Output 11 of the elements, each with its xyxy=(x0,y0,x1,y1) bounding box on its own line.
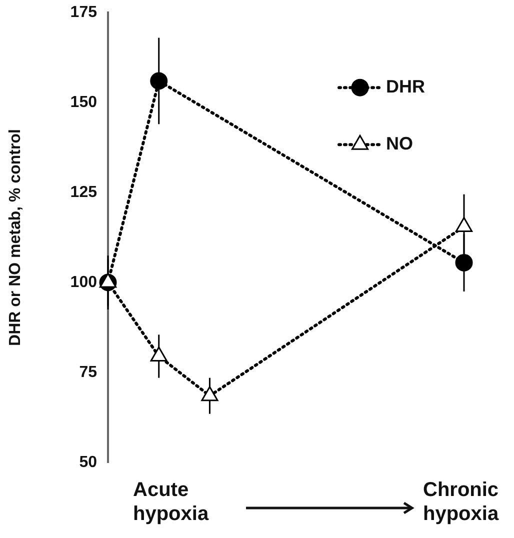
text: Acute hypoxia xyxy=(133,478,210,526)
legend-label: DHR xyxy=(386,76,425,97)
legend-label: NO xyxy=(386,134,413,154)
y-tick-label: 100 xyxy=(70,274,98,291)
y-tick-label: 75 xyxy=(79,364,98,381)
text: Chronic hypoxia xyxy=(423,478,500,526)
y-tick-label: 150 xyxy=(70,94,98,111)
y-tick-label: 175 xyxy=(70,4,98,22)
y-tick-label: 50 xyxy=(79,454,98,471)
y-tick-label: 125 xyxy=(70,184,98,201)
y-axis-title: DHR or NO metab, % control xyxy=(7,129,24,346)
